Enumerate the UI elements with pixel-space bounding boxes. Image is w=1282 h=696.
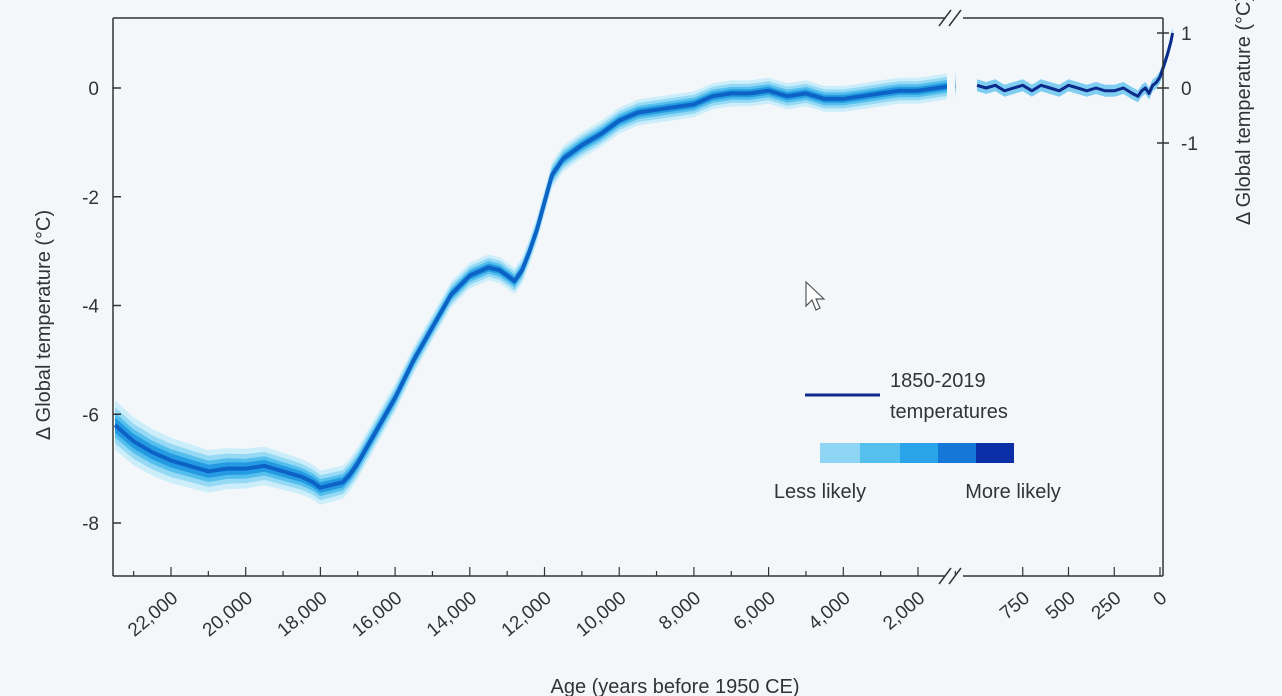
y-tick-label-right-2: -1 [1181,134,1198,155]
y-axis-title-left: Δ Global temperature (°C) [33,210,55,440]
legend-less-likely: Less likely [774,481,866,503]
legend-more-likely: More likely [965,481,1061,503]
axis-break-mark-2 [938,567,952,585]
band-2 [115,75,956,501]
y-tick-label-right-0: 1 [1181,24,1192,45]
legend-swatch-5 [976,443,1014,463]
legend-swatch-4 [938,443,976,463]
band-recent [977,27,1173,103]
y-tick-label-left-1: -2 [82,188,99,209]
legend: 1850-2019 temperatures Less likely More … [774,370,1061,503]
series-gap [947,60,955,120]
y-tick-label-left-3: -6 [82,405,99,426]
y-axis-title-right: Δ Global temperature (°C) [1233,0,1255,225]
axes [112,9,1169,585]
y-tick-label-right-1: 0 [1181,79,1192,100]
legend-line-label-1: 1850-2019 [890,370,986,392]
y-tick-label-left-0: 0 [88,79,99,100]
mouse-cursor-icon [805,280,826,311]
series-paleo-median [113,83,956,490]
y-tick-labels: 0 -2 -4 -6 -8 1 0 -1 [82,24,1198,535]
uncertainty-bands [115,27,1173,505]
series-lines [113,32,1175,490]
legend-swatch-3 [900,443,938,463]
axis-break-mark-0 [938,9,952,27]
series-recent-line [976,32,1175,98]
y-tick-label-left-2: -4 [82,297,99,318]
y-tick-label-left-4: -8 [82,514,99,535]
legend-swatch-1 [820,443,860,463]
x-axis-title: Age (years before 1950 CE) [550,676,799,696]
legend-swatch-2 [860,443,900,463]
legend-line-label-2: temperatures [890,401,1008,423]
axis-break-mark-1 [948,9,962,27]
